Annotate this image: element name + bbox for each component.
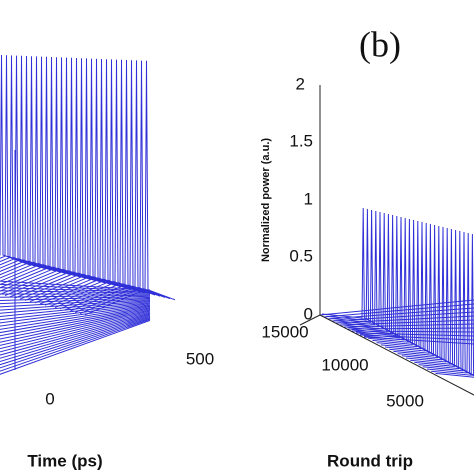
floor-trace bbox=[0, 313, 151, 356]
floor-trace bbox=[0, 304, 151, 327]
floor-trace bbox=[0, 306, 151, 334]
x-axis-label: Round trip bbox=[327, 451, 413, 470]
time-tick: 500 bbox=[186, 349, 214, 368]
pulse-trace bbox=[435, 372, 474, 378]
pulse-trace bbox=[0, 54, 31, 266]
floor-trace bbox=[319, 299, 474, 316]
z-tick: 1 bbox=[304, 189, 313, 208]
pulse-trace bbox=[64, 59, 156, 311]
round-trip-tick: 15000 bbox=[261, 322, 308, 341]
pulse-trace bbox=[422, 231, 474, 377]
pulse-trace bbox=[4, 57, 96, 297]
floor-trace bbox=[0, 280, 151, 291]
floor-trace bbox=[0, 314, 151, 359]
floor-trace bbox=[0, 307, 151, 337]
z-axis-label: Normalized power (a.u.) bbox=[260, 138, 272, 262]
floor-trace bbox=[0, 310, 151, 346]
floor-trace bbox=[0, 298, 151, 311]
floor-trace bbox=[0, 311, 151, 350]
pulse-trace bbox=[29, 58, 121, 303]
floor-trace bbox=[335, 315, 474, 324]
floor-trace bbox=[0, 295, 151, 301]
pulse-trace bbox=[49, 59, 141, 307]
pulse-trace bbox=[0, 56, 61, 276]
floor-trace bbox=[351, 330, 474, 333]
pulse-trace bbox=[34, 58, 126, 304]
floor-trace bbox=[339, 319, 474, 326]
floor-trace bbox=[0, 305, 151, 330]
floor-axis bbox=[299, 314, 321, 326]
panel-label: (b) bbox=[359, 24, 401, 64]
floor-trace bbox=[0, 316, 151, 366]
floor-trace bbox=[0, 315, 151, 362]
floor-trace bbox=[363, 336, 474, 345]
floor-trace bbox=[331, 311, 474, 322]
floor-trace bbox=[0, 309, 151, 343]
pulse-trace bbox=[69, 60, 161, 312]
pulse-trace bbox=[59, 59, 151, 310]
floor-trace bbox=[359, 334, 474, 341]
pulse-trace bbox=[74, 60, 166, 313]
pulse-trace bbox=[0, 57, 91, 295]
pulse-trace bbox=[9, 57, 101, 298]
floor-trace bbox=[0, 296, 151, 305]
pulse-trace bbox=[79, 60, 171, 315]
floor-trace bbox=[0, 319, 151, 375]
pulse-trace bbox=[426, 232, 474, 377]
floor-axis bbox=[319, 314, 474, 396]
pulse-trace bbox=[0, 56, 76, 286]
pulse-trace bbox=[14, 57, 106, 299]
round-trip-tick: 5000 bbox=[386, 391, 424, 410]
floor-trace bbox=[343, 323, 474, 328]
floor-trace bbox=[0, 308, 151, 340]
pulse-trace bbox=[44, 59, 136, 306]
floor-trace bbox=[355, 332, 474, 337]
waterfall-traces bbox=[0, 54, 474, 378]
time-tick: 0 bbox=[45, 389, 54, 408]
floor-trace bbox=[0, 317, 151, 369]
floor-trace bbox=[347, 327, 474, 330]
pulse-trace bbox=[0, 55, 51, 271]
floor-trace bbox=[0, 303, 151, 324]
floor-trace bbox=[0, 300, 151, 314]
z-tick: 1.5 bbox=[289, 131, 313, 150]
pulse-trace bbox=[84, 60, 176, 316]
floor-trace bbox=[0, 302, 151, 321]
z-tick: 0.5 bbox=[289, 246, 313, 265]
pulse-trace bbox=[24, 58, 116, 301]
floor-trace bbox=[323, 303, 474, 318]
floor-trace bbox=[0, 312, 151, 353]
round-trip-tick: 10000 bbox=[321, 355, 368, 374]
floor-trace bbox=[0, 301, 151, 318]
x-axis-label: Time (ps) bbox=[27, 451, 102, 470]
pulse-trace bbox=[39, 58, 131, 305]
pulse-trace bbox=[19, 58, 111, 300]
pulse-trace bbox=[0, 55, 41, 268]
z-tick: 2 bbox=[296, 74, 305, 93]
pulse-trace bbox=[431, 233, 474, 376]
pulse-trace bbox=[0, 57, 86, 292]
pulse-trace bbox=[0, 56, 71, 282]
pulse-trace bbox=[0, 56, 81, 289]
pulse-trace bbox=[0, 55, 36, 267]
pulse-trace bbox=[0, 55, 56, 272]
floor-trace bbox=[0, 318, 151, 372]
pulse-trace bbox=[0, 55, 46, 270]
z-tick: 0 bbox=[304, 304, 313, 323]
floor-trace bbox=[327, 307, 474, 320]
pulse-trace bbox=[54, 59, 146, 309]
